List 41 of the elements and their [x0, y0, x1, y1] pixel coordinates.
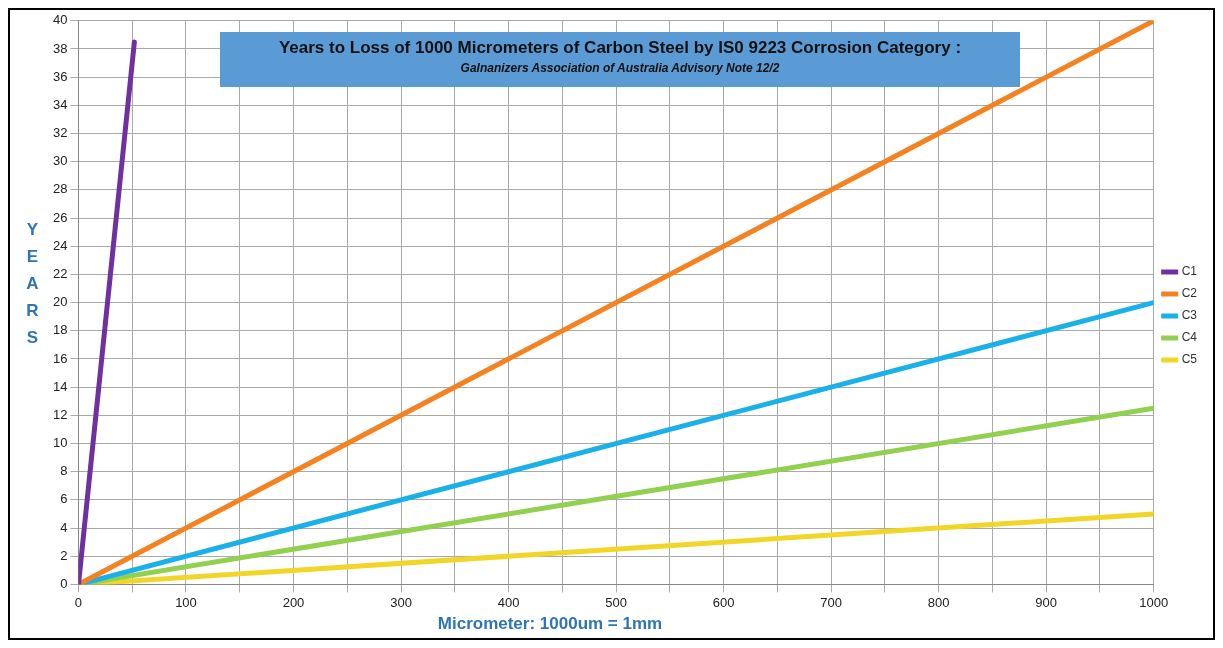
y-tick-label: 8: [60, 463, 68, 479]
y-tick-label: 36: [52, 68, 68, 84]
y-tick-label: 30: [52, 153, 68, 169]
legend-label: C2: [1181, 286, 1198, 301]
x-tick-label: 400: [497, 594, 520, 610]
x-tick-label: 200: [282, 594, 305, 610]
y-tick-label: 16: [52, 350, 68, 366]
y-tick-label: 14: [52, 378, 68, 394]
x-tick-label: 700: [820, 594, 842, 610]
legend-label: C5: [1181, 352, 1198, 367]
legend-label: C3: [1181, 308, 1198, 323]
x-tick-label: 600: [712, 594, 735, 610]
x-tick-label: 500: [605, 594, 627, 610]
y-tick-label: 28: [52, 181, 68, 197]
text: Galnanizers Association of Australia Advisory Note 12/2: [459, 61, 781, 75]
y-tick-label: 4: [60, 519, 68, 535]
x-tick-label: 1000: [1139, 594, 1169, 610]
y-tick-label: 6: [60, 491, 68, 507]
x-tick-label: 900: [1035, 594, 1057, 610]
y-tick-label: 18: [52, 322, 68, 338]
text: Years to Loss of 1000 Micrometers of Carbon Steel by IS0 9223 Corrosion Category :: [277, 38, 963, 58]
legend-label: C1: [1181, 264, 1198, 279]
x-tick-label: 100: [175, 594, 197, 610]
y-tick-label: 34: [52, 96, 68, 112]
x-tick-label: 800: [927, 594, 950, 610]
y-tick-label: 24: [52, 237, 68, 253]
y-tick-label: 12: [52, 406, 68, 422]
y-tick-label: 38: [52, 40, 68, 56]
y-axis-title: YEARS: [22, 220, 42, 355]
x-tick-label: 300: [390, 594, 412, 610]
y-tick-label: 40: [52, 12, 68, 28]
y-tick-label: 22: [52, 266, 68, 281]
x-axis-title: Micrometer: 1000um = 1mm: [436, 614, 664, 634]
legend-label: C4: [1181, 330, 1198, 345]
y-tick-label: 10: [52, 435, 68, 451]
y-tick-label: 2: [60, 547, 68, 563]
y-tick-label: 32: [52, 125, 68, 141]
y-tick-label: 26: [52, 209, 68, 225]
y-tick-label: 0: [60, 575, 68, 591]
y-tick-label: 20: [52, 294, 68, 310]
x-tick-label: 0: [74, 594, 83, 610]
